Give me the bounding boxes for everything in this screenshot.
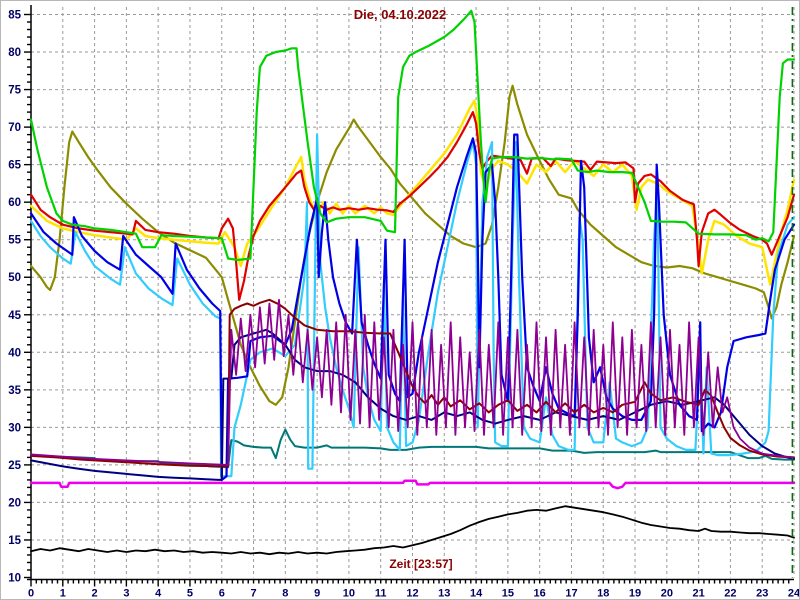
y-tick-label: 25	[8, 460, 21, 472]
x-tick-label: 13	[438, 588, 450, 600]
series-red	[29, 110, 796, 301]
y-tick-label: 45	[8, 310, 21, 322]
y-tick-label: 75	[8, 85, 21, 97]
series-green	[29, 9, 796, 262]
x-tick-label: 5	[187, 588, 193, 600]
x-tick-label: 12	[406, 588, 418, 600]
y-tick-label: 55	[8, 235, 21, 247]
x-tick-label: 21	[693, 588, 705, 600]
x-tick-label: 24	[788, 588, 799, 600]
y-tick-label: 70	[8, 122, 21, 134]
x-tick-label: 6	[219, 588, 225, 600]
y-tick-label: 20	[8, 497, 21, 509]
x-tick-label: 14	[470, 588, 483, 600]
series-magenta	[29, 479, 796, 490]
series-black	[30, 505, 795, 556]
y-tick-label: 35	[8, 385, 21, 397]
x-tick-label: 10	[343, 588, 355, 600]
y-tick-label: 60	[8, 197, 21, 209]
x-tick-label: 15	[502, 588, 514, 600]
y-tick-label: 65	[8, 160, 21, 172]
y-tick-label: 50	[8, 272, 21, 284]
chart-title: Die, 04.10.2022	[353, 7, 447, 22]
x-tick-label: 4	[155, 588, 162, 600]
x-tick-label: 19	[629, 588, 641, 600]
x-axis-label: Zeit [23:57]	[389, 557, 453, 571]
x-tick-label: 1	[60, 588, 66, 600]
x-tick-label: 9	[314, 588, 320, 600]
x-tick-label: 8	[282, 588, 288, 600]
y-tick-label: 40	[8, 347, 21, 359]
x-tick-label: 16	[534, 588, 546, 600]
x-tick-label: 0	[28, 588, 34, 600]
series-olive	[29, 84, 796, 406]
x-tick-label: 3	[123, 588, 129, 600]
y-tick-label: 85	[8, 10, 21, 22]
x-tick-label: 11	[375, 588, 387, 600]
x-tick-label: 23	[756, 588, 768, 600]
x-tick-label: 20	[661, 588, 673, 600]
x-tick-label: 2	[92, 588, 98, 600]
series-purple	[30, 298, 795, 466]
y-tick-label: 10	[8, 573, 21, 585]
y-tick-label: 30	[8, 422, 21, 434]
series-blue	[29, 133, 796, 481]
y-tick-label: 80	[8, 47, 21, 59]
y-axis-label: °C	[0, 279, 3, 293]
x-tick-label: 7	[250, 588, 256, 600]
x-tick-label: 22	[724, 588, 736, 600]
x-tick-label: 18	[597, 588, 609, 600]
y-tick-label: 15	[8, 535, 21, 547]
series-cyan	[29, 133, 796, 478]
x-tick-label: 17	[565, 588, 577, 600]
